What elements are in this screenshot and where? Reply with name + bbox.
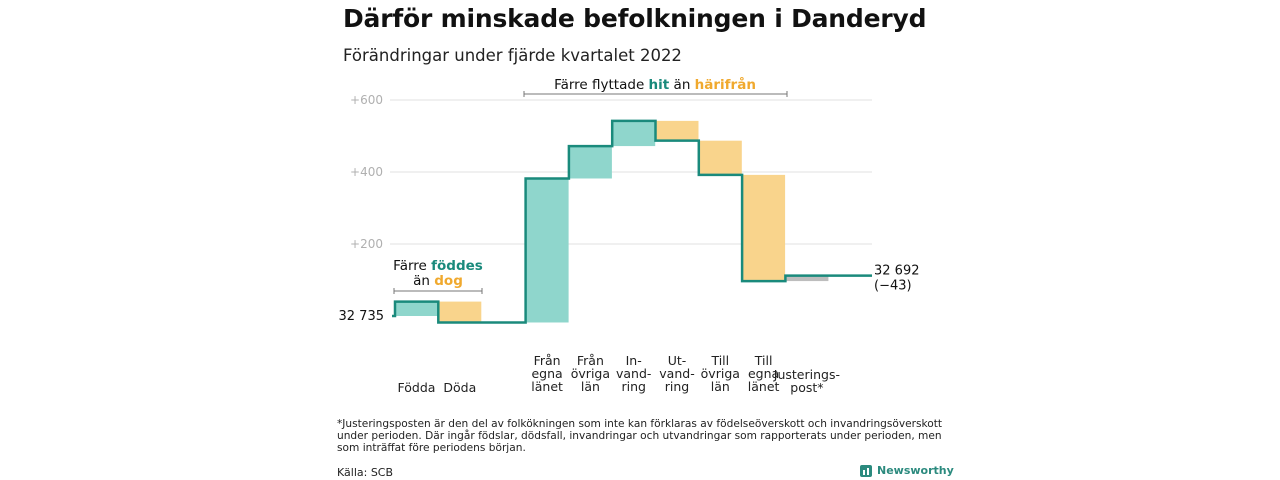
- annotation-births-text: Färre föddes: [393, 258, 483, 274]
- start-value-label: 32 735: [339, 309, 385, 324]
- end-change-label: (−43): [874, 279, 912, 294]
- x-category-label: ring: [665, 379, 689, 394]
- x-category-label: Från: [577, 353, 604, 368]
- annotation-migration-text: Färre flyttade hit än härifrån: [554, 76, 756, 93]
- y-tick-label: +600: [350, 93, 383, 107]
- x-category-label: vand-: [616, 366, 651, 381]
- waterfall-bar: [568, 146, 612, 179]
- end-value-label: 32 692: [874, 264, 920, 279]
- x-category-label: In-: [626, 353, 642, 368]
- waterfall-chart: +200 +400 +600 32 735 32 692(−43) Födda Döda Fr…: [339, 76, 920, 395]
- x-category-label: egna: [748, 366, 779, 381]
- x-category-label: län: [711, 379, 730, 394]
- x-category-label: vand-: [659, 366, 694, 381]
- chart-title: Därför minskade befolkningen i Danderyd: [343, 4, 927, 33]
- waterfall-bar: [655, 120, 699, 141]
- annotation-deaths-text: än dog: [413, 273, 463, 289]
- x-category-label: post*: [790, 380, 823, 395]
- y-tick-label: +400: [350, 165, 383, 179]
- waterfall-bar: [395, 301, 438, 316]
- x-category-label: Från: [534, 353, 561, 368]
- brand-name: Newsworthy: [877, 464, 954, 477]
- x-category-label: Födda: [398, 380, 436, 395]
- x-category-label: Ut-: [668, 353, 687, 368]
- x-category-label: länet: [748, 379, 780, 394]
- chart-subtitle: Förändringar under fjärde kvartalet 2022: [343, 46, 682, 65]
- waterfall-bar: [438, 301, 482, 323]
- x-category-label: övriga: [571, 366, 610, 381]
- brand-logo: Newsworthy: [860, 464, 954, 477]
- waterfall-bar: [742, 174, 786, 282]
- x-category-label: Till: [754, 353, 773, 368]
- cumulative-step-line: [392, 119, 872, 324]
- x-category-label: Justerings-: [773, 367, 840, 382]
- x-category-label: länet: [531, 379, 563, 394]
- waterfall-bar: [785, 275, 829, 282]
- source-label: Källa: SCB: [337, 466, 394, 479]
- x-category-label: Döda: [443, 380, 476, 395]
- x-category-label: län: [581, 379, 600, 394]
- footnote: *Justeringsposten är den del av folkökni…: [337, 418, 943, 454]
- x-category-label: egna: [531, 366, 562, 381]
- waterfall-bar: [698, 140, 742, 175]
- waterfall-bar: [525, 178, 569, 323]
- x-category-label: ring: [621, 379, 645, 394]
- x-category-label: övriga: [701, 366, 740, 381]
- newsworthy-icon: [860, 464, 872, 477]
- x-category-label: Till: [710, 353, 729, 368]
- waterfall-bar: [612, 120, 656, 147]
- y-tick-label: +200: [350, 237, 383, 251]
